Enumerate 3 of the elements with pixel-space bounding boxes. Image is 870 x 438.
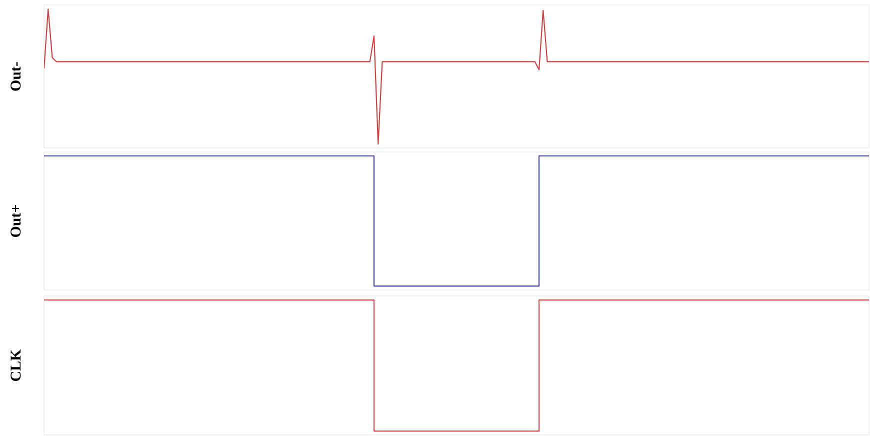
y-axis-title: Out- — [10, 62, 21, 91]
y-axis-title: CLK — [10, 349, 21, 381]
y-axis-title: Out+ — [10, 205, 21, 237]
